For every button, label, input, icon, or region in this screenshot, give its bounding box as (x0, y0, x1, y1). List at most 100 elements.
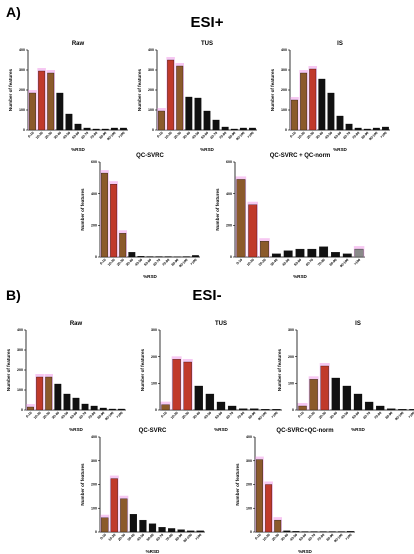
chart8-bar (130, 514, 137, 532)
chart7-bar (354, 394, 362, 410)
chart1-bar (222, 127, 229, 130)
chart4-bar (331, 252, 340, 257)
chart2-y-axis-label: Number of features (270, 68, 275, 111)
chart7-bar (387, 409, 395, 410)
chart5-bar (100, 408, 107, 410)
chart6-y-tick-label: 300 (151, 328, 157, 332)
chart5-x-tick-label: 60-70 (78, 411, 87, 420)
chart8-x-tick-label: 50-60 (146, 533, 155, 542)
chart1-x-tick-label: 40-50 (191, 131, 200, 140)
chart7-y-tick-label: 200 (288, 355, 294, 359)
chart2-x-tick-label: 40-50 (324, 131, 333, 140)
chart0-bar (120, 128, 127, 130)
chart2-bar (373, 128, 380, 130)
chart3-bar (110, 184, 117, 257)
chart2-x-tick-label: 30-40 (315, 131, 324, 140)
chart7-y-axis-label: Number of features (277, 348, 282, 391)
chart5-y-tick-label: 400 (17, 328, 23, 332)
chart8-bar (168, 528, 175, 532)
chart8-y-tick-label: 400 (91, 435, 97, 439)
chart3-x-tick-label: 50-60 (143, 258, 152, 267)
chart9-x-tick-label: >100 (344, 533, 352, 541)
chart9-y-tick-label: 300 (246, 459, 252, 463)
chart7-y-tick-label: 300 (288, 328, 294, 332)
chart5-x-tick-label: 10-20 (33, 411, 42, 420)
chart6-x-axis-label: %RSD (214, 427, 228, 432)
chart9-bar (284, 531, 291, 532)
chart0-y-axis-label: Number of features (8, 68, 13, 111)
chart6-bar (228, 406, 236, 410)
chart1-y-tick-label: 300 (148, 68, 154, 72)
chart2-bar (364, 129, 371, 130)
chart9-y-tick-label: 400 (246, 435, 252, 439)
chart9-bar (274, 520, 281, 532)
chart9-y-axis-label: Number of features (235, 463, 240, 506)
chart2-bar (291, 100, 298, 130)
chart1-x-tick-label: >100 (246, 131, 254, 139)
chart1-x-tick-label: 20-30 (173, 131, 182, 140)
chart3-bar (119, 233, 126, 257)
chart7-bar (332, 378, 340, 410)
chart7-bar (310, 379, 318, 410)
chart3-x-tick-label: 90-100 (178, 258, 188, 268)
chart9-y-tick-label: 100 (246, 506, 252, 510)
chart9-bar (293, 531, 300, 532)
chart5-bar (36, 377, 43, 410)
chart3-bar (101, 173, 108, 257)
chart3-x-tick-label: >100 (189, 258, 197, 266)
chart6-bar (206, 394, 214, 410)
chart1-x-tick-label: 60-70 (209, 131, 218, 140)
chart8-title: QC-SVRC (139, 428, 167, 434)
chart8-bar (159, 527, 166, 532)
chart6-bar (217, 402, 225, 410)
chart2-x-tick-label: 90-100 (368, 131, 378, 141)
chart4-x-tick-label: 30-40 (270, 258, 279, 267)
chart6-y-tick-label: 0 (155, 408, 157, 412)
chart6-bar (261, 409, 269, 410)
chart6-x-tick-label: 80-90 (248, 411, 257, 420)
chart8-x-tick-label: 90-100 (183, 533, 193, 543)
chart7-bar (299, 406, 307, 410)
chart6-bar (195, 386, 203, 410)
chart7-x-tick-label: 0-10 (297, 411, 305, 419)
chart8-bar (111, 479, 118, 532)
chart3-bar (129, 252, 136, 257)
chart4-title: QC-SVRC + QC-norm (270, 153, 331, 159)
chart1-y-tick-label: 200 (148, 88, 154, 92)
chart7-y-tick-label: 100 (288, 382, 294, 386)
chart4-y-tick-label: 0 (230, 255, 232, 259)
chart0-y-tick-label: 400 (19, 48, 25, 52)
chart8-y-tick-label: 300 (91, 459, 97, 463)
chart7-x-tick-label: 90-100 (394, 411, 404, 421)
chart4-x-tick-label: 0-10 (235, 258, 243, 266)
chart3-y-tick-label: 0 (95, 255, 97, 259)
chart5-bar (64, 394, 71, 410)
chart0-x-tick-label: 30-40 (53, 131, 62, 140)
chart0-bar (75, 124, 82, 130)
chart9-x-tick-label: 0-10 (254, 533, 262, 541)
chart7-bar (409, 409, 414, 410)
chart0-y-tick-label: 0 (23, 128, 25, 132)
chart0-y-tick-label: 300 (19, 68, 25, 72)
esi-positive-title: ESI+ (0, 14, 414, 31)
chart3-x-tick-label: 60-70 (152, 258, 161, 267)
chart1-x-tick-label: 70-80 (218, 131, 227, 140)
chart4-bar (237, 179, 246, 257)
chart2-bar (319, 79, 326, 130)
chart0-y-tick-label: 100 (19, 108, 25, 112)
chart8-x-tick-label: 0-10 (99, 533, 107, 541)
chart6-x-tick-label: 10-20 (170, 411, 179, 420)
chart7-x-tick-label: >100 (407, 411, 414, 419)
chart5-y-axis-label: Number of features (6, 348, 11, 391)
chart8-bar (140, 520, 147, 532)
chart7-x-tick-label: 60-70 (362, 411, 371, 420)
chart8-bar (197, 531, 204, 532)
chart5-y-tick-label: 200 (17, 368, 23, 372)
chart7-x-tick-label: 10-20 (307, 411, 316, 420)
chart8-bar (187, 531, 194, 532)
chart9-x-tick-label: 70-80 (316, 533, 325, 542)
